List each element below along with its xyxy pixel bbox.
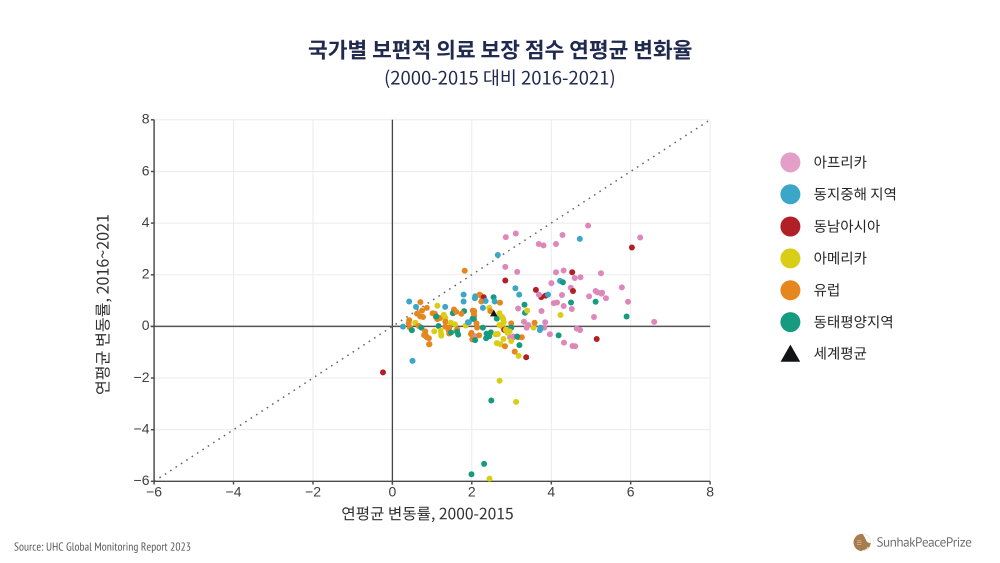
svg-text:2: 2 [468,484,476,500]
svg-text:−4: −4 [226,484,242,500]
svg-text:4: 4 [142,214,150,230]
svg-text:6: 6 [627,484,635,500]
svg-text:0: 0 [389,484,397,500]
svg-text:8: 8 [142,111,150,127]
svg-text:−2: −2 [134,369,150,385]
svg-text:−4: −4 [134,421,150,437]
svg-text:6: 6 [142,162,150,178]
svg-text:8: 8 [706,484,714,500]
svg-text:−6: −6 [134,472,150,488]
svg-text:4: 4 [547,484,555,500]
svg-text:2: 2 [142,266,150,282]
svg-text:−2: −2 [305,484,321,500]
svg-text:0: 0 [142,317,150,333]
svg-text:−6: −6 [146,484,162,500]
